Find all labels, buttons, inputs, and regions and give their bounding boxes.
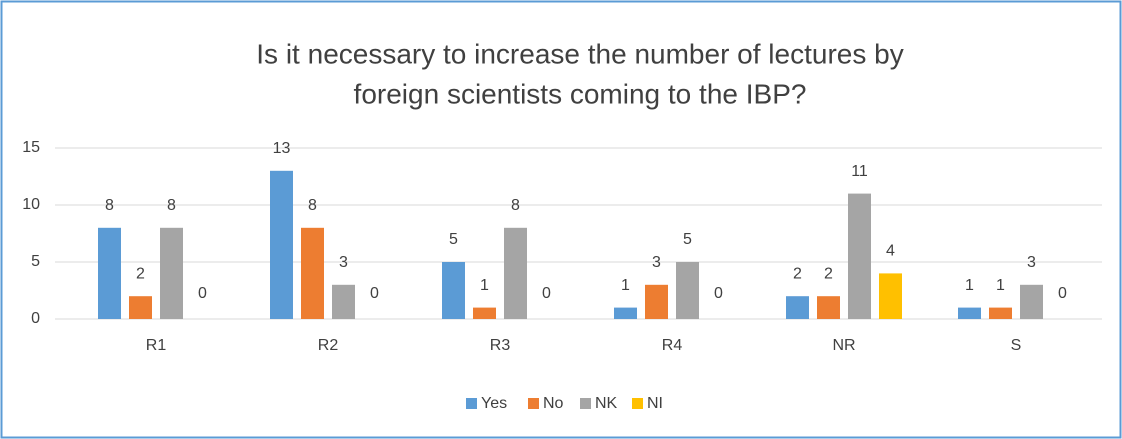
x-tick-label: S bbox=[1011, 337, 1022, 354]
data-label: 2 bbox=[793, 265, 802, 282]
bar bbox=[958, 307, 981, 319]
data-label: 0 bbox=[714, 285, 723, 302]
legend-label: NI bbox=[647, 395, 663, 412]
data-label: 0 bbox=[198, 285, 207, 302]
chart-title: Is it necessary to increase the number o… bbox=[256, 38, 903, 69]
bar bbox=[645, 284, 668, 319]
data-label: 5 bbox=[683, 231, 692, 248]
data-label: 8 bbox=[308, 197, 317, 214]
x-tick-label: R1 bbox=[146, 337, 167, 354]
bar bbox=[848, 193, 871, 319]
data-label: 1 bbox=[996, 277, 1005, 294]
bar bbox=[676, 262, 699, 319]
y-tick-label: 0 bbox=[31, 310, 40, 327]
bar bbox=[98, 227, 121, 319]
bar bbox=[332, 284, 355, 319]
bar bbox=[160, 227, 183, 319]
bar bbox=[879, 273, 902, 319]
bar bbox=[301, 227, 324, 319]
x-tick-label: R4 bbox=[662, 337, 683, 354]
data-label: 8 bbox=[105, 197, 114, 214]
data-label: 3 bbox=[1027, 254, 1036, 271]
x-tick-label: R2 bbox=[318, 337, 339, 354]
y-tick-label: 10 bbox=[22, 196, 40, 213]
bar bbox=[1020, 284, 1043, 319]
bar bbox=[504, 227, 527, 319]
data-label: 1 bbox=[965, 277, 974, 294]
chart-title: foreign scientists coming to the IBP? bbox=[354, 78, 807, 109]
bar bbox=[786, 296, 809, 319]
data-label: 8 bbox=[511, 197, 520, 214]
data-label: 3 bbox=[652, 254, 661, 271]
data-label: 5 bbox=[449, 231, 458, 248]
bar bbox=[817, 296, 840, 319]
legend-swatch bbox=[632, 398, 643, 409]
x-tick-label: R3 bbox=[490, 337, 511, 354]
legend-label: Yes bbox=[481, 395, 507, 412]
data-label: 1 bbox=[480, 277, 489, 294]
data-label: 0 bbox=[370, 285, 379, 302]
legend-label: NK bbox=[595, 395, 618, 412]
data-label: 8 bbox=[167, 197, 176, 214]
data-label: 13 bbox=[273, 140, 291, 157]
bar bbox=[270, 170, 293, 319]
x-tick-label: NR bbox=[832, 337, 855, 354]
y-tick-label: 5 bbox=[31, 253, 40, 270]
data-label: 3 bbox=[339, 254, 348, 271]
data-label: 0 bbox=[1058, 285, 1067, 302]
data-label: 11 bbox=[851, 163, 868, 180]
data-label: 2 bbox=[136, 265, 145, 282]
data-label: 2 bbox=[824, 265, 833, 282]
legend-swatch bbox=[580, 398, 591, 409]
y-tick-label: 15 bbox=[22, 139, 40, 156]
bar bbox=[129, 296, 152, 319]
data-label: 1 bbox=[621, 277, 630, 294]
legend-swatch bbox=[466, 398, 477, 409]
data-label: 4 bbox=[886, 243, 895, 260]
bar bbox=[614, 307, 637, 319]
bar bbox=[989, 307, 1012, 319]
bar bbox=[442, 262, 465, 319]
data-label: 0 bbox=[542, 285, 551, 302]
legend-label: No bbox=[543, 395, 564, 412]
bar bbox=[473, 307, 496, 319]
legend-swatch bbox=[528, 398, 539, 409]
